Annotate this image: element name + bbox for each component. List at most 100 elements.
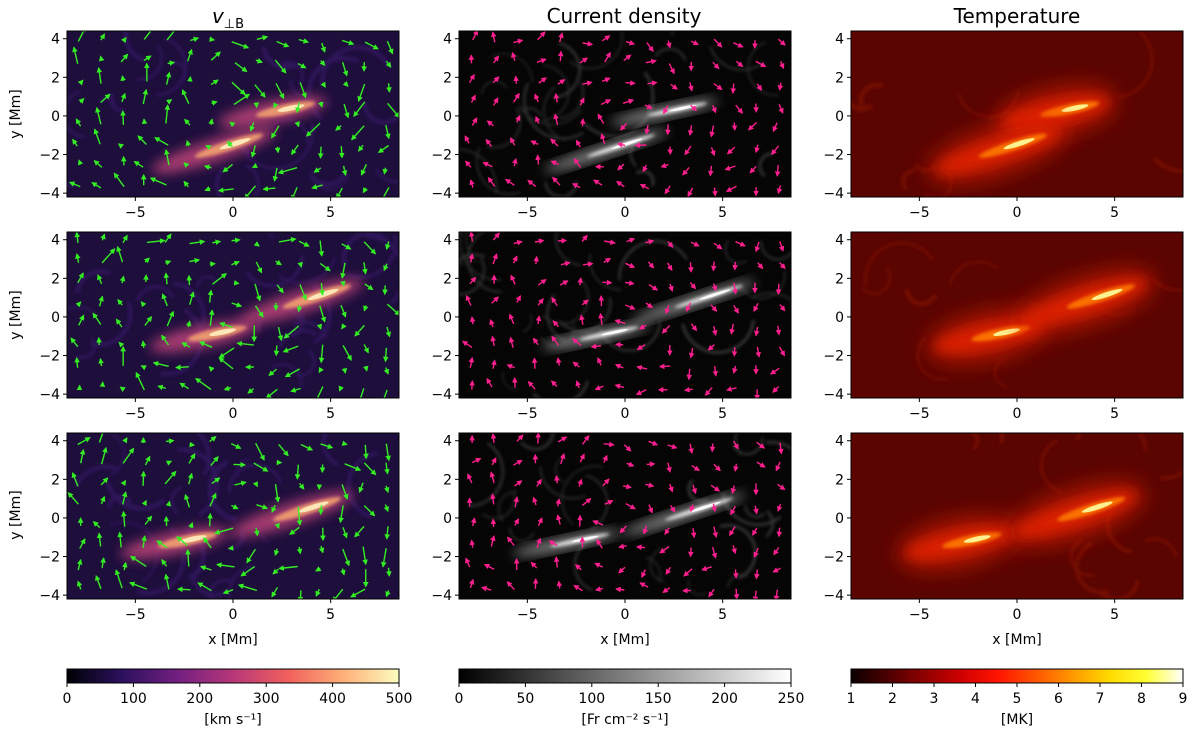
vector-arrow (709, 443, 716, 453)
y-tick-label: −2 (431, 550, 452, 566)
vector-arrow (626, 461, 635, 467)
x-tick-label: 5 (326, 406, 335, 422)
y-tick-label: −4 (823, 387, 844, 403)
vector-arrow (382, 167, 388, 175)
vector-arrow (186, 48, 193, 62)
vector-arrow (735, 60, 744, 68)
vector-arrow (318, 545, 325, 554)
vector-arrow (165, 260, 172, 266)
x-axis-label-2: x [Mm] (600, 632, 649, 648)
vector-arrow (95, 106, 102, 125)
vector-arrow (318, 505, 324, 516)
y-tick-label: −4 (431, 387, 452, 403)
vector-arrow (461, 340, 473, 348)
vector-arrow (701, 565, 712, 572)
vector-arrow (340, 304, 347, 318)
vector-arrow (559, 280, 569, 286)
vector-arrow (668, 63, 675, 75)
vector-arrow (616, 142, 626, 148)
vector-arrow (487, 176, 496, 187)
vector-arrow (214, 527, 234, 535)
colorbar-tick-label: 150 (645, 691, 672, 707)
vector-arrow (710, 261, 717, 272)
vector-arrow (707, 344, 715, 351)
vector-arrow (341, 165, 348, 177)
vector-arrow (341, 484, 349, 500)
vector-arrow (574, 564, 582, 571)
vector-arrow (733, 463, 739, 473)
vector-arrow (117, 531, 123, 548)
vector-arrow (625, 40, 636, 46)
vector-arrow (754, 241, 761, 253)
vector-arrow (164, 148, 170, 166)
x-tick-label: −5 (909, 205, 930, 221)
vector-arrow (319, 262, 331, 272)
vector-arrow (485, 138, 493, 148)
vector-arrow (669, 505, 676, 513)
vector-arrow (119, 275, 126, 284)
vector-arrow (120, 53, 129, 63)
vector-arrow (72, 138, 78, 147)
x-tick-label: 5 (718, 607, 727, 623)
vector-arrow (554, 474, 560, 484)
vector-arrow (667, 146, 673, 156)
vector-arrow (471, 457, 482, 464)
vector-arrow (712, 526, 718, 538)
vector-arrow (581, 299, 589, 306)
vector-arrow (482, 161, 493, 168)
vector-arrow (597, 113, 605, 124)
vector-arrow (710, 304, 718, 312)
vector-arrow (624, 280, 635, 286)
vector-arrow (217, 187, 234, 193)
vector-arrow (130, 555, 147, 567)
vector-arrow (298, 240, 310, 247)
x-tick-label: 5 (718, 205, 727, 221)
vector-arrow (731, 347, 738, 357)
vector-arrow (233, 279, 240, 286)
x-tick-label: 0 (621, 406, 630, 422)
vector-arrow (226, 140, 233, 148)
vector-arrow (386, 567, 392, 577)
bright-structure (229, 491, 354, 537)
vector-arrow (96, 66, 103, 84)
vector-arrow (713, 82, 723, 91)
vector-arrow (648, 440, 659, 446)
vector-arrow (382, 347, 389, 363)
vector-arrow (575, 139, 582, 148)
colorbar-tick-label: 250 (778, 691, 805, 707)
colorbar-label-current: [Fr cm⁻² s⁻¹] (581, 712, 668, 728)
vector-arrow (685, 302, 692, 313)
vector-arrow (319, 305, 327, 323)
bright-structure (1017, 271, 1154, 332)
colorbar-label-velocity: [km s⁻¹] (204, 712, 261, 728)
vector-arrow (507, 536, 515, 546)
vector-arrow (277, 326, 284, 342)
vector-arrow (626, 237, 636, 244)
vector-arrow (97, 274, 103, 285)
vector-arrow (555, 498, 561, 507)
vector-arrow (777, 503, 783, 512)
vector-arrow (319, 283, 325, 296)
vector-arrow (579, 453, 585, 463)
vector-arrow (551, 296, 558, 307)
vector-arrow (149, 177, 167, 186)
x-axis-label-1: x [Mm] (208, 632, 257, 648)
vector-arrow (614, 383, 625, 390)
bright-structure (120, 527, 229, 559)
y-tick-label: −2 (431, 148, 452, 164)
vector-arrow (195, 377, 212, 391)
vector-arrow (733, 588, 740, 599)
vector-arrow (271, 586, 279, 598)
y-tick-label: 4 (51, 32, 60, 48)
vector-arrow (283, 325, 300, 339)
vector-arrow (713, 242, 723, 250)
vector-arrow (687, 187, 694, 197)
vector-arrow (273, 102, 279, 109)
vector-arrow (316, 386, 324, 398)
vector-arrow (256, 35, 269, 41)
vector-arrow (240, 566, 255, 577)
vector-arrow (121, 491, 128, 505)
vector-arrow (711, 105, 717, 114)
x-tick-label: 0 (621, 607, 630, 623)
vector-arrow (779, 304, 786, 312)
